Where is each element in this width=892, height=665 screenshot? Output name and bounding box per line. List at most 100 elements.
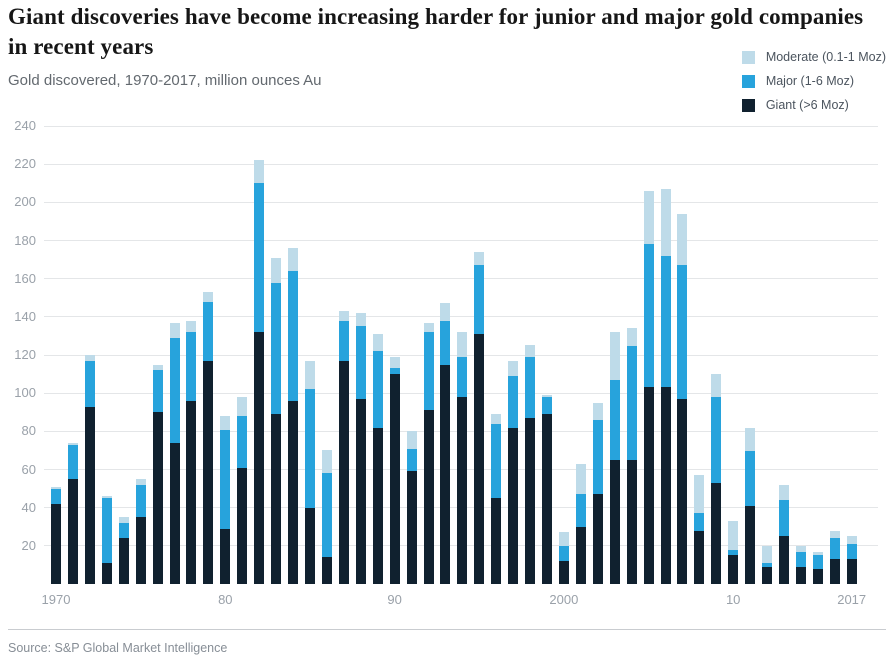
bar-segment-giant bbox=[795, 566, 806, 584]
legend-swatch-giant bbox=[741, 98, 755, 112]
bar-segment-giant bbox=[846, 559, 857, 584]
bar-1976 bbox=[152, 364, 163, 584]
y-tick-label: 80 bbox=[21, 423, 36, 439]
bar-1974 bbox=[118, 517, 129, 584]
bar-segment-major bbox=[491, 423, 502, 499]
bar-1993 bbox=[440, 303, 451, 584]
bar-2007 bbox=[677, 213, 688, 584]
bar-segment-major bbox=[643, 244, 654, 388]
bar-segment-giant bbox=[677, 398, 688, 584]
bar-1989 bbox=[372, 334, 383, 584]
bar-segment-moderate bbox=[389, 356, 400, 369]
bar-segment-giant bbox=[135, 517, 146, 584]
bar-segment-giant bbox=[440, 364, 451, 584]
bar-segment-major bbox=[220, 429, 231, 529]
x-tick-label: 2017 bbox=[837, 592, 867, 607]
bar-segment-major bbox=[101, 498, 112, 563]
bar-1980 bbox=[220, 416, 231, 584]
bar-segment-moderate bbox=[728, 521, 739, 550]
bar-segment-giant bbox=[592, 494, 603, 584]
bar-1977 bbox=[169, 322, 180, 584]
bar-segment-moderate bbox=[186, 320, 197, 333]
legend-item-major: Major (1-6 Moz) bbox=[741, 74, 886, 88]
bar-1978 bbox=[186, 320, 197, 584]
bar-segment-moderate bbox=[271, 257, 282, 283]
bar-1987 bbox=[338, 311, 349, 584]
bar-1996 bbox=[491, 414, 502, 584]
bar-segment-moderate bbox=[372, 334, 383, 352]
bar-2001 bbox=[575, 463, 586, 584]
bar-1972 bbox=[84, 355, 95, 584]
bar-segment-giant bbox=[779, 536, 789, 584]
x-tick-label: 1970 bbox=[41, 592, 71, 607]
bar-1975 bbox=[135, 479, 146, 584]
bar-segment-major bbox=[508, 376, 519, 428]
bar-segment-major bbox=[271, 282, 282, 415]
bar-segment-giant bbox=[355, 398, 366, 584]
bar-segment-moderate bbox=[609, 332, 620, 380]
bar-segment-moderate bbox=[829, 530, 840, 539]
bar-segment-moderate bbox=[423, 322, 434, 333]
bar-segment-moderate bbox=[677, 213, 688, 266]
bar-segment-giant bbox=[338, 360, 349, 584]
bar-1984 bbox=[288, 248, 298, 584]
bar-segment-giant bbox=[406, 471, 417, 584]
y-tick-label: 220 bbox=[14, 156, 36, 172]
bar-segment-major bbox=[762, 563, 773, 567]
bar-segment-major bbox=[846, 543, 857, 560]
bar-segment-giant bbox=[728, 555, 739, 584]
legend-label-moderate: Moderate (0.1-1 Moz) bbox=[765, 50, 886, 64]
bar-segment-moderate bbox=[84, 355, 95, 361]
bar-segment-moderate bbox=[643, 190, 654, 245]
bar-segment-moderate bbox=[491, 414, 502, 424]
gridline bbox=[44, 125, 878, 127]
bar-segment-giant bbox=[271, 414, 282, 584]
bar-segment-moderate bbox=[338, 311, 349, 321]
bar-1995 bbox=[474, 251, 485, 584]
x-tick-label: 2000 bbox=[549, 592, 579, 607]
bar-segment-giant bbox=[542, 414, 552, 584]
bar-segment-giant bbox=[762, 566, 773, 584]
bar-segment-moderate bbox=[592, 402, 603, 420]
bar-segment-major bbox=[355, 326, 366, 399]
bar-segment-moderate bbox=[355, 313, 366, 327]
legend-item-giant: Giant (>6 Moz) bbox=[741, 98, 886, 112]
bar-1992 bbox=[423, 322, 434, 584]
bar-segment-major bbox=[660, 255, 671, 388]
bar-segment-major bbox=[304, 389, 315, 508]
gridline bbox=[44, 201, 878, 203]
y-tick-label: 60 bbox=[21, 461, 36, 477]
bar-2006 bbox=[660, 188, 671, 584]
bar-1988 bbox=[355, 313, 366, 584]
bar-segment-moderate bbox=[779, 484, 789, 501]
bar-2011 bbox=[745, 427, 756, 584]
plot-area bbox=[44, 125, 878, 584]
bar-segment-giant bbox=[491, 498, 502, 584]
bar-segment-major bbox=[542, 397, 552, 415]
bar-segment-moderate bbox=[660, 188, 671, 256]
y-tick-label: 40 bbox=[21, 499, 36, 515]
bar-2005 bbox=[643, 190, 654, 584]
bar-segment-major bbox=[254, 183, 265, 333]
chart-subtitle: Gold discovered, 1970-2017, million ounc… bbox=[8, 72, 322, 89]
bar-segment-giant bbox=[423, 410, 434, 584]
bar-segment-major bbox=[135, 484, 146, 518]
bar-segment-giant bbox=[84, 406, 95, 584]
bar-segment-moderate bbox=[254, 160, 265, 184]
bar-segment-giant bbox=[288, 400, 298, 584]
y-tick-label: 200 bbox=[14, 194, 36, 210]
x-tick-label: 90 bbox=[387, 592, 402, 607]
bar-segment-major bbox=[51, 488, 61, 504]
bar-2000 bbox=[558, 532, 569, 584]
bar-segment-major bbox=[203, 301, 214, 361]
bar-1986 bbox=[321, 450, 332, 584]
bar-2012 bbox=[762, 545, 773, 584]
bar-segment-major bbox=[186, 332, 197, 401]
bar-segment-giant bbox=[829, 559, 840, 584]
footer-divider bbox=[8, 629, 886, 630]
bar-segment-moderate bbox=[474, 251, 485, 266]
bar-segment-moderate bbox=[626, 328, 637, 346]
bar-1973 bbox=[101, 496, 112, 584]
bar-segment-major bbox=[745, 450, 756, 506]
